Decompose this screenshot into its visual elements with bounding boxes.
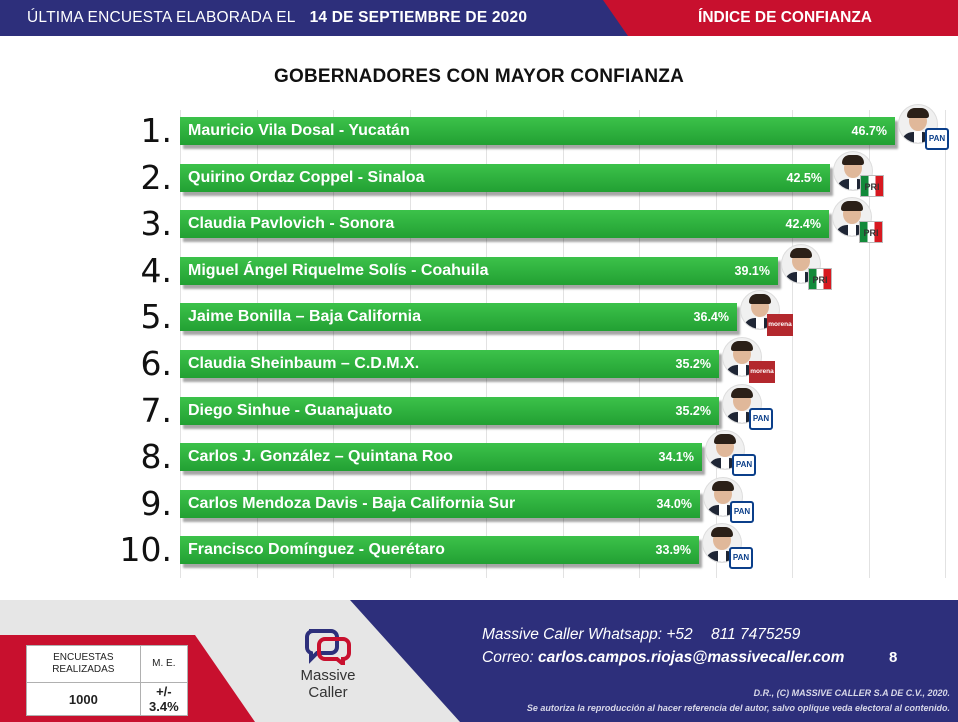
bar-value-label: 36.4% [693,310,729,324]
index-title: ÍNDICE DE CONFIANZA [698,9,872,26]
bar-value-label: 33.9% [655,543,691,557]
governor-photo [899,105,937,143]
survey-date-label: ÚLTIMA ENCUESTA ELABORADA EL [27,9,296,26]
bar: Diego Sinhue - Guanajuato 35.2% [180,397,719,425]
logo-text: Massive Caller [285,667,371,701]
massive-caller-logo: Massive Caller [285,625,395,715]
bar-chart: 1. Mauricio Vila Dosal - Yucatán 46.7% PAN 2… [119,105,949,578]
rank-label: 7. [140,391,173,430]
grid-line [562,110,564,578]
bar: Carlos Mendoza Davis - Baja California S… [180,490,700,518]
grid-line [256,110,258,578]
surveys-header: ENCUESTAS REALIZADAS [26,645,141,683]
rank-label: 4. [140,251,173,290]
margin-error-header: M. E. [139,645,189,683]
governor-photo [704,478,742,516]
logo-line1: Massive [300,667,356,684]
bar: Francisco Domínguez - Querétaro 33.9% [180,536,699,564]
governor-name-label: Diego Sinhue - Guanajuato [188,402,393,419]
governor-name-label: Jaime Bonilla – Baja California [188,308,421,325]
rank-label: 8. [140,437,173,476]
bar-value-label: 34.0% [656,497,692,511]
governor-photo [741,291,779,329]
whatsapp-number: 811 7475259 [710,626,801,643]
party-logo-pan: PAN [925,128,949,150]
footer-contact-panel [350,600,958,722]
bar: Quirino Ordaz Coppel - Sinaloa 42.5% [180,164,830,192]
bar-value-label: 35.2% [675,357,711,371]
bar-value-label: 35.2% [675,404,711,418]
bar-value-label: 34.1% [658,450,694,464]
email-label: Correo: [482,649,534,666]
survey-stats-table: ENCUESTAS REALIZADAS M. E. 1000 +/- 3.4% [26,645,189,716]
survey-date: 14 DE SEPTIEMBRE DE 2020 [309,9,528,26]
grid-line [715,110,717,578]
rank-label: 6. [140,344,173,383]
email-line: Correo: carlos.campos.riojas@massivecall… [482,646,844,669]
rank-label: 9. [140,484,173,523]
grid-line [639,110,640,578]
bar: Claudia Pavlovich - Sonora 42.4% [180,210,829,238]
grid-line [792,110,793,578]
bar: Claudia Sheinbaum – C.D.M.X. 35.2% [180,350,719,378]
bar: Miguel Ángel Riquelme Solís - Coahuila 39… [180,257,778,285]
party-logo-pan: PAN [730,501,754,523]
governor-name-label: Francisco Domínguez - Querétaro [188,541,445,558]
grid-line [868,110,870,578]
bar-value-label: 46.7% [851,124,887,138]
grid-line [486,110,487,578]
reproduction-notice: Se autoriza la reproducción al hacer ref… [526,703,950,713]
rank-label: 2. [140,158,173,197]
chart-title: GOBERNADORES CON MAYOR CONFIANZA [274,66,684,87]
surveys-value: 1000 [26,682,141,716]
governor-name-label: Carlos J. González – Quintana Roo [188,448,453,465]
party-logo-pri: PRI [808,268,832,290]
margin-error-value: +/- 3.4% [139,682,189,716]
governor-name-label: Carlos Mendoza Davis - Baja California S… [188,495,516,512]
speech-bubbles-icon [305,629,351,665]
logo-line2: Caller [308,684,348,701]
bar-value-label: 42.5% [786,171,822,185]
party-logo-pan: PAN [729,547,753,569]
party-logo-morena: morena [749,361,775,383]
governor-name-label: Claudia Pavlovich - Sonora [188,215,395,232]
bar: Jaime Bonilla – Baja California 36.4% [180,303,737,331]
rank-label: 1. [140,111,173,150]
governor-name-label: Claudia Sheinbaum – C.D.M.X. [188,355,420,372]
party-logo-pan: PAN [732,454,756,476]
bar: Mauricio Vila Dosal - Yucatán 46.7% [180,117,895,145]
page-number: 8 [889,649,898,666]
copyright-line: D.R., (C) MASSIVE CALLER S.A DE C.V., 20… [753,688,950,698]
party-logo-morena: morena [767,314,793,336]
governor-name-label: Miguel Ángel Riquelme Solís - Coahuila [188,262,489,279]
party-logo-pri: PRI [860,175,884,197]
index-banner: ÍNDICE DE CONFIANZA [603,0,958,36]
rank-label: 5. [140,297,173,336]
contact-info: Massive Caller Whatsapp: +52 811 7475259… [482,623,844,669]
bar-value-label: 39.1% [734,264,770,278]
email-link[interactable]: carlos.campos.riojas@massivecaller.com [538,649,845,666]
party-logo-pri: PRI [859,221,883,243]
grid-line [409,110,411,578]
whatsapp-line: Massive Caller Whatsapp: +52 811 7475259 [482,623,844,646]
bar: Carlos J. González – Quintana Roo 34.1% [180,443,702,471]
whatsapp-label: Massive Caller Whatsapp: +52 [482,626,693,643]
rank-label: 10. [119,530,172,569]
rank-label: 3. [140,204,173,243]
grid-line [180,110,181,578]
header-bar: ÚLTIMA ENCUESTA ELABORADA EL 14 DE SEPTI… [0,0,958,36]
bar-value-label: 42.4% [785,217,821,231]
governor-name-label: Mauricio Vila Dosal - Yucatán [188,122,410,139]
grid-line [945,110,946,578]
survey-date-banner: ÚLTIMA ENCUESTA ELABORADA EL 14 DE SEPTI… [0,0,640,36]
governor-photo [782,245,820,283]
party-logo-pan: PAN [749,408,773,430]
grid-line [333,110,334,578]
governor-name-label: Quirino Ordaz Coppel - Sinaloa [188,169,425,186]
